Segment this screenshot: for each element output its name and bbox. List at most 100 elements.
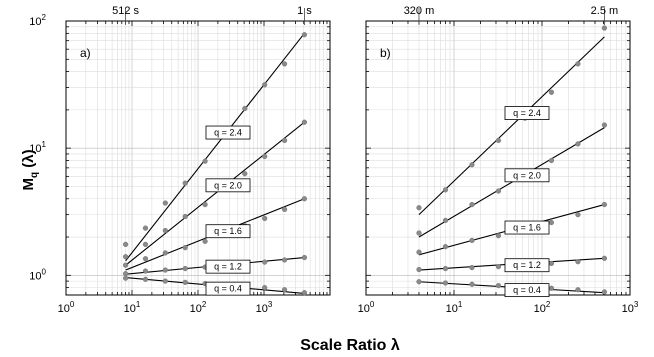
- data-point: [142, 256, 149, 262]
- top-label: 1 s: [297, 5, 312, 17]
- data-point: [601, 25, 608, 31]
- data-point: [142, 276, 149, 282]
- data-point: [442, 217, 449, 224]
- x-tick-label: 101: [124, 300, 141, 315]
- x-tick-base: 10: [534, 303, 546, 315]
- x-tick-label: 103: [622, 300, 639, 315]
- data-point: [262, 285, 268, 291]
- data-point: [262, 82, 268, 88]
- data-point: [495, 264, 502, 270]
- data-point: [601, 201, 608, 208]
- x-tick-exp: 2: [202, 300, 207, 309]
- data-point: [123, 254, 129, 260]
- x-tick-exp: 3: [634, 300, 639, 309]
- panel-label: b): [380, 46, 391, 60]
- q-label-box: [504, 168, 550, 183]
- data-point: [416, 266, 422, 273]
- x-tick-label: 100: [358, 300, 375, 315]
- fit-line: [125, 32, 305, 262]
- series: q = 1.2: [123, 254, 308, 277]
- y-axis-title-rest: (λ): [20, 149, 37, 172]
- q-label-box: [504, 283, 550, 298]
- y-axis-title-main: M: [20, 178, 37, 191]
- y-tick-label: 100: [29, 267, 46, 282]
- data-point: [416, 205, 422, 211]
- data-point: [601, 255, 608, 261]
- data-point: [202, 238, 208, 244]
- data-point: [142, 268, 149, 274]
- data-point: [548, 260, 555, 267]
- data-point: [469, 237, 475, 244]
- data-point: [442, 265, 449, 272]
- data-point: [575, 259, 581, 265]
- data-point: [495, 282, 502, 289]
- x-tick-label: 103: [256, 300, 273, 315]
- q-label: q = 0.4: [513, 285, 541, 295]
- q-label-box: [504, 106, 550, 120]
- data-point: [442, 280, 449, 286]
- data-point: [416, 230, 422, 236]
- data-point: [575, 212, 581, 218]
- q-label: q = 2.0: [214, 180, 242, 190]
- data-point: [548, 285, 555, 291]
- q-label: q = 0.4: [214, 284, 242, 294]
- data-point: [442, 187, 449, 193]
- series: q = 2.4: [416, 25, 608, 216]
- top-label: 2.5 m: [591, 5, 619, 17]
- data-point: [281, 257, 288, 263]
- top-label: 320 m: [404, 5, 435, 17]
- data-point: [281, 287, 288, 293]
- series: q = 2.4: [123, 32, 308, 262]
- data-point: [469, 201, 475, 208]
- data-point: [442, 244, 449, 250]
- q-label-box: [504, 220, 550, 235]
- y-tick-label: 101: [29, 140, 46, 155]
- data-point: [548, 89, 555, 95]
- data-point: [202, 158, 208, 164]
- y-axis-title-sub: q: [29, 172, 40, 178]
- series: q = 0.4: [416, 279, 608, 298]
- data-point: [202, 201, 208, 208]
- data-point: [601, 122, 608, 128]
- fit-line: [418, 36, 605, 216]
- grid: [66, 21, 330, 296]
- data-point: [301, 196, 308, 202]
- y-tick-exp: 1: [42, 140, 47, 149]
- grid: [366, 21, 630, 296]
- q-label: q = 1.2: [214, 262, 242, 272]
- plot-frame: [365, 20, 631, 296]
- q-label-box: [205, 259, 251, 274]
- data-point: [162, 267, 168, 273]
- y-axis-title: Mq (λ): [20, 149, 40, 190]
- data-point: [495, 233, 502, 239]
- data-point: [162, 200, 168, 206]
- data-point: [575, 61, 581, 67]
- y-tick-label: 102: [29, 13, 46, 28]
- x-tick-label: 102: [534, 300, 551, 315]
- x-tick-label: 100: [58, 300, 75, 315]
- x-tick-base: 10: [190, 303, 202, 315]
- top-label: 512 s: [112, 5, 139, 17]
- x-tick-exp: 1: [136, 300, 141, 309]
- series: q = 2.0: [416, 122, 608, 238]
- q-label-box: [205, 178, 251, 193]
- data-point: [142, 241, 149, 248]
- data-point: [262, 153, 268, 160]
- data-point: [548, 157, 555, 164]
- data-point: [142, 225, 149, 231]
- data-point: [182, 265, 188, 272]
- x-axis-title: Scale Ratio λ: [300, 337, 400, 354]
- data-point: [281, 137, 288, 144]
- data-point: [301, 119, 308, 125]
- data-point: [162, 278, 168, 284]
- data-point: [123, 275, 129, 281]
- data-point: [182, 245, 188, 251]
- y-tick-base: 10: [29, 270, 41, 282]
- data-point: [281, 206, 288, 212]
- q-label: q = 2.4: [214, 128, 242, 138]
- data-point: [495, 188, 502, 194]
- y-tick-exp: 2: [42, 13, 47, 22]
